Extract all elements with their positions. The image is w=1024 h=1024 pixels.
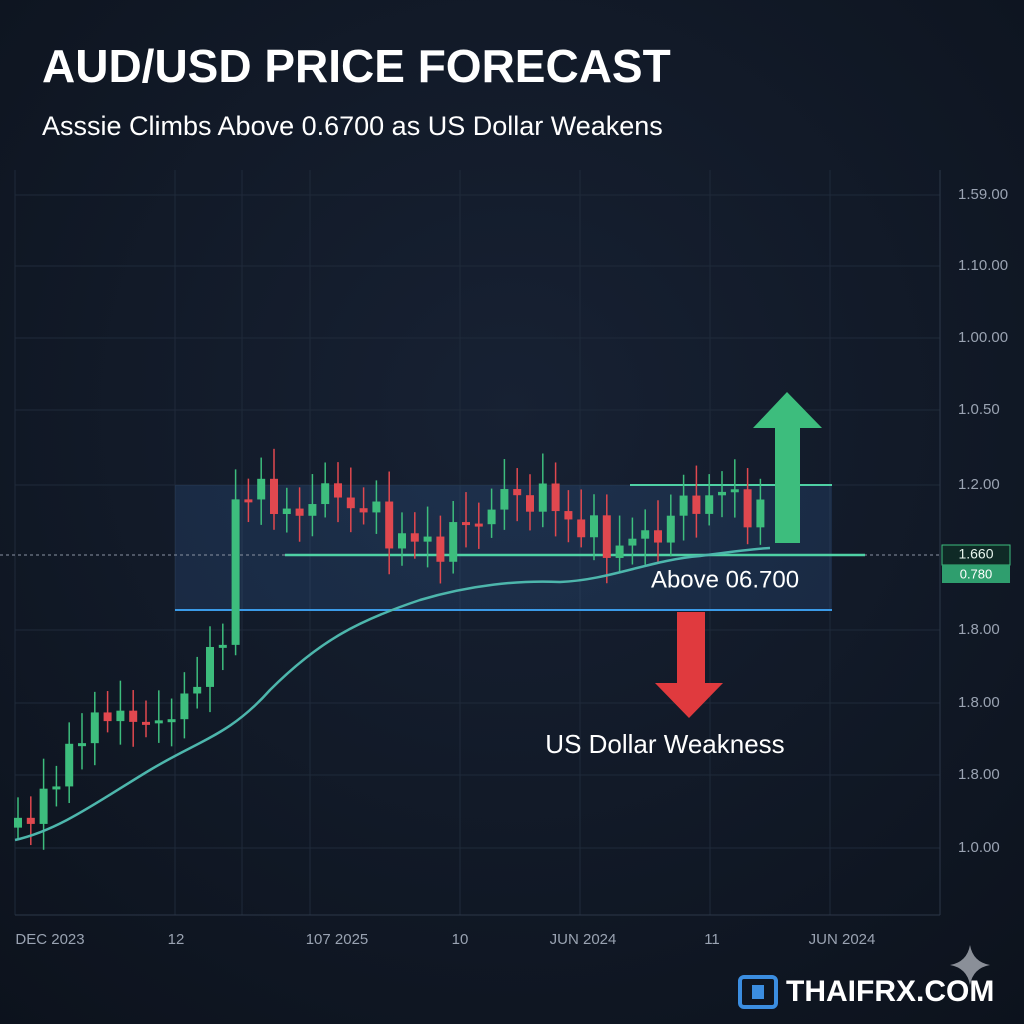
candle-body [564,511,573,520]
candle-body [103,712,112,722]
candle-body [372,501,381,513]
candle-body [602,515,611,558]
candle-body [436,536,445,562]
x-tick-label: 107 2025 [306,931,369,948]
candle-body [218,644,227,648]
candle-body [679,495,688,516]
candle-body [334,483,342,498]
above-annotation: Above 06.700 [651,566,799,593]
subtitle: Asssie Climbs Above 0.6700 as US Dollar … [42,111,663,141]
candle-body [654,530,662,543]
candle-body [26,817,35,824]
x-tick-label: DEC 2023 [15,931,84,948]
candle-body [359,508,368,513]
candle-body [206,646,214,687]
y-tick-label: 1.59.00 [958,186,1008,203]
candle-body [577,519,586,538]
price-tag-bottom [942,565,1010,583]
candle-body [39,788,48,824]
candle-body [65,743,74,787]
y-tick-label: 1.2.00 [958,476,1000,493]
candle-body [385,501,394,549]
up-arrow [753,392,822,543]
y-tick-label: 1.0.50 [958,401,1000,418]
candle-body [641,530,650,539]
candle-body [705,495,714,514]
candle-body [743,489,752,528]
candle-body [423,536,432,542]
x-tick-label: 11 [704,931,720,948]
candle-body [282,508,291,515]
candle-body [78,743,86,747]
candle-body [129,710,138,722]
x-tick-label: JUN 2024 [550,931,617,948]
logo-icon [738,975,778,1009]
candle-body [14,817,22,828]
candle-body [295,508,304,516]
candle-body [718,491,726,496]
candle-body [500,489,509,510]
price-tag-bottom-label: 0.780 [960,566,993,581]
x-tick-label: JUN 2024 [809,931,876,948]
grid: 1.59.00 1.10.00 1.00.00 1.0.50 1.2.00 1.8.00 1… [14,170,1008,948]
candle-body [257,478,266,500]
brand-name: THAIFRX.COM [786,975,994,1008]
title: AUD/USD PRICE FORECAST [42,40,671,92]
candle-body [487,509,496,525]
candle-body [526,495,534,512]
candle-body [154,720,163,724]
candle-body [590,515,598,538]
candle-body [52,786,61,790]
candle-body [730,489,739,493]
moving-average [14,546,771,842]
logo-icon-core [752,985,764,999]
candle-body [756,499,765,528]
candle-body [449,522,458,562]
weakness-annotation: US Dollar Weakness [545,729,784,759]
candle-body [321,483,330,505]
y-tick-label: 1.8.00 [958,766,1000,783]
candle-body [398,533,406,549]
candle-body [90,712,99,744]
x-tick-label: 10 [452,931,469,948]
sparkle [950,945,990,985]
candles [14,448,765,850]
candle-body [244,499,253,503]
brand-logo: THAIFRX.COM [738,975,994,1009]
price-tag-top-label: 1.660 [958,546,993,562]
candle-body [551,483,560,512]
candle-body [142,721,150,725]
candle-body [538,483,547,512]
candle-body [666,515,675,543]
candle-body [513,489,522,496]
candle-body [615,545,624,558]
y-tick-label: 1.0.00 [958,839,1000,856]
candle-body [474,523,483,527]
candle-body [270,478,278,515]
y-tick-label: 1.10.00 [958,257,1008,274]
candle-body [410,533,419,542]
y-tick-label: 1.8.00 [958,694,1000,711]
candle-body [167,719,176,723]
x-tick-label: 12 [168,931,185,948]
candle-body [628,538,637,546]
candle-body [462,522,470,526]
candle-body [180,693,189,720]
candle-body [346,497,355,509]
candle-body [308,504,317,516]
candle-body [692,495,701,514]
candle-body [231,499,240,645]
candle-body [116,710,125,722]
y-tick-label: 1.00.00 [958,329,1008,346]
candle-body [193,686,202,694]
down-arrow [655,612,723,718]
y-tick-label: 1.8.00 [958,621,1000,638]
